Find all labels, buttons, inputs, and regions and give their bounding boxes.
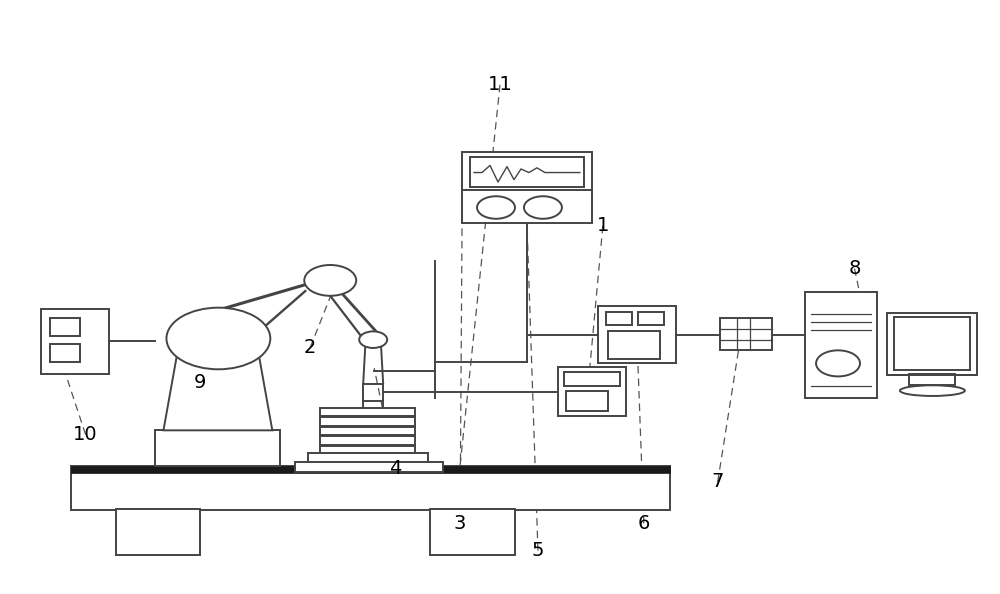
Circle shape <box>359 331 387 348</box>
Bar <box>295 462 443 472</box>
Text: 7: 7 <box>712 472 724 491</box>
Bar <box>71 466 670 473</box>
Bar <box>558 367 626 416</box>
Bar <box>41 309 109 374</box>
Circle shape <box>477 196 515 219</box>
Bar <box>116 509 200 555</box>
Bar <box>805 292 877 398</box>
Bar <box>598 307 676 364</box>
Bar <box>638 312 664 325</box>
Circle shape <box>816 350 860 377</box>
Bar <box>887 313 977 375</box>
Bar <box>462 152 592 223</box>
Bar <box>50 345 80 362</box>
Polygon shape <box>163 336 272 430</box>
Text: 2: 2 <box>304 338 316 357</box>
Bar <box>320 436 415 444</box>
Bar <box>720 318 772 350</box>
Bar <box>320 408 415 416</box>
Text: 1: 1 <box>597 216 609 235</box>
Text: 9: 9 <box>194 374 207 393</box>
Bar <box>564 372 620 386</box>
Bar <box>606 312 632 325</box>
Text: 6: 6 <box>638 514 650 533</box>
Circle shape <box>304 265 356 296</box>
Bar <box>430 509 515 555</box>
Bar <box>308 453 428 463</box>
Bar <box>608 331 660 359</box>
Bar <box>470 157 584 187</box>
Circle shape <box>524 196 562 219</box>
Text: 8: 8 <box>848 259 861 278</box>
Bar <box>50 318 80 336</box>
Bar <box>71 466 670 510</box>
Bar <box>320 418 415 425</box>
Bar <box>909 374 955 385</box>
Circle shape <box>166 308 270 369</box>
Text: 10: 10 <box>73 425 98 444</box>
Bar <box>566 391 608 411</box>
Text: 3: 3 <box>454 514 466 533</box>
Text: 4: 4 <box>389 459 401 478</box>
Bar <box>155 430 280 466</box>
Text: 11: 11 <box>488 75 512 94</box>
Bar <box>320 446 415 454</box>
Ellipse shape <box>900 386 965 396</box>
Bar <box>894 317 970 371</box>
Bar <box>320 426 415 435</box>
Text: 5: 5 <box>532 541 544 560</box>
